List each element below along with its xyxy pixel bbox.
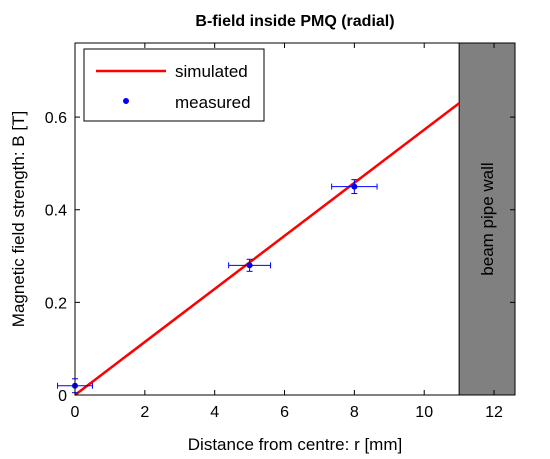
x-tick-label: 8 [350, 404, 359, 421]
x-tick-label: 0 [71, 404, 80, 421]
y-axis-label: Magnetic field strength: B [T] [9, 111, 28, 327]
legend-label-simulated: simulated [175, 62, 248, 81]
beam-pipe-wall-region [458, 42, 516, 396]
measured-marker [351, 183, 358, 190]
plot-frame [74, 42, 516, 396]
chart-title: B-field inside PMQ (radial) [195, 13, 394, 30]
measured-point [228, 258, 272, 272]
y-tick-label: 0 [58, 388, 67, 405]
y-tick-label: 0.2 [45, 295, 67, 312]
x-tick-label: 6 [280, 404, 289, 421]
legend-box [83, 48, 265, 122]
y-tick-label: 0.4 [45, 203, 67, 220]
measured-marker [246, 262, 253, 269]
legend-label-measured: measured [175, 93, 251, 112]
x-axis-label: Distance from centre: r [mm] [188, 435, 402, 454]
x-tick-label: 12 [485, 404, 503, 421]
y-tick-label: 0.6 [45, 110, 67, 127]
legend-marker-measured [123, 98, 129, 104]
beam-pipe-wall-label: beam pipe wall [478, 162, 497, 275]
x-tick-label: 10 [415, 404, 433, 421]
simulated-line [74, 102, 460, 396]
measured-point [331, 179, 378, 195]
x-tick-label: 4 [210, 404, 219, 421]
x-tick-label: 2 [140, 404, 149, 421]
legend: simulated measured [83, 48, 265, 122]
